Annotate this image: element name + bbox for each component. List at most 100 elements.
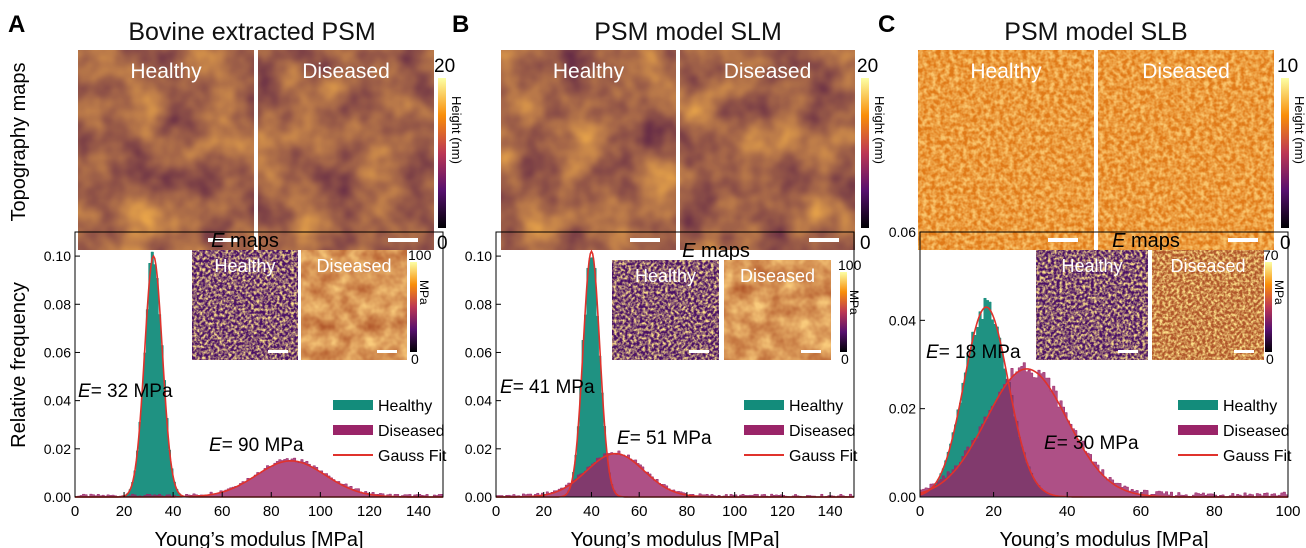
e-map-diseased: Diseased <box>1152 250 1264 360</box>
e-colorbar-unit: MPa <box>417 280 431 305</box>
legend-label: Diseased <box>1223 423 1290 440</box>
e-colorbar-unit: MPa <box>1272 280 1286 305</box>
e-map-healthy: Healthy <box>1036 250 1148 360</box>
x-tick-label: 100 <box>308 503 333 520</box>
e-colorbar-unit: MPa <box>847 290 861 315</box>
e-colorbar-min: 0 <box>841 351 849 367</box>
histogram-bars-diseased <box>495 450 855 498</box>
x-tick-label: 20 <box>985 503 1002 520</box>
x-tick-label: 100 <box>722 503 747 520</box>
x-tick-label: 60 <box>214 503 231 520</box>
inset-title: E maps <box>1112 230 1180 252</box>
x-tick-label: 0 <box>916 503 924 520</box>
map-label: Healthy <box>130 60 202 83</box>
y-axis-label: Relative frequency <box>8 282 30 448</box>
histogram-plot: 0 20 40 60 80 100 0.00 0.02 0.04 0.06 Young’s modu… <box>889 224 1301 548</box>
x-axis-label: Young’s modulus [MPa] <box>154 529 363 548</box>
legend-swatch-diseased <box>744 425 784 435</box>
y-tick-label: 0.06 <box>44 344 71 360</box>
panel-title: Bovine extracted PSM <box>128 18 375 46</box>
map-label: Healthy <box>970 60 1042 83</box>
e-map-label: Healthy <box>635 266 696 286</box>
x-tick-label: 120 <box>357 503 382 520</box>
x-axis-label: Young’s modulus [MPa] <box>999 529 1208 548</box>
x-tick-label: 0 <box>492 503 500 520</box>
e-colorbar: 70 0 MPa <box>1263 247 1286 367</box>
y-tick-label: 0.04 <box>44 393 71 409</box>
e-map-texture <box>724 260 831 360</box>
map-label: Diseased <box>724 60 812 83</box>
topography-map-healthy: Healthy <box>918 50 1094 250</box>
scale-bar <box>1228 238 1258 242</box>
height-colorbar: 20 0 Height (nm) <box>434 56 464 254</box>
panel-letter: A <box>8 11 25 38</box>
e-map-diseased: Diseased <box>301 250 407 360</box>
legend: Healthy Diseased Gauss Fit <box>744 398 858 465</box>
colorbar-min: 0 <box>1280 233 1291 254</box>
colorbar-unit: Height (nm) <box>449 96 464 164</box>
y-tick-label: 0.02 <box>889 401 916 417</box>
annotation-healthy: E= 32 MPa <box>78 381 173 402</box>
scale-bar <box>689 350 709 353</box>
plot-frame <box>495 231 855 498</box>
x-tick-label: 60 <box>1132 503 1149 520</box>
inset-title-suffix: maps <box>1125 230 1179 252</box>
annotation-diseased: E= 30 MPa <box>1044 433 1139 454</box>
scale-bar <box>377 350 397 353</box>
e-map-diseased: Diseased <box>724 260 831 360</box>
y-tick-label: 0.04 <box>465 393 492 409</box>
x-axis-label: Young’s modulus [MPa] <box>570 529 779 548</box>
e-maps-inset: E maps Healthy Diseased 100 0 MPa <box>192 230 432 367</box>
legend-swatch-diseased <box>1178 425 1218 435</box>
annotation-symbol: E <box>617 428 630 449</box>
x-tick-label: 60 <box>631 503 648 520</box>
topography-map-diseased: Diseased <box>680 50 855 250</box>
panel-a: A Bovine extracted PSM Healthy Diseased 20 0 H… <box>8 11 464 548</box>
e-map-label: Diseased <box>1170 256 1245 276</box>
scale-bar <box>1118 350 1138 353</box>
plot-frame <box>74 231 444 498</box>
e-colorbar: 100 0 MPa <box>408 247 432 367</box>
y-tick-label: 0.08 <box>44 296 71 312</box>
annotation-diseased: E= 51 MPa <box>617 428 712 449</box>
e-colorbar-max: 100 <box>408 247 432 263</box>
colorbar-max: 20 <box>857 56 878 77</box>
legend-label: Gauss Fit <box>378 448 447 465</box>
e-map-healthy: Healthy <box>612 260 719 360</box>
map-label: Diseased <box>302 60 390 83</box>
x-tick-label: 80 <box>263 503 280 520</box>
e-map-healthy: Healthy <box>192 250 298 360</box>
scale-bar <box>1234 350 1254 353</box>
map-texture <box>78 50 254 250</box>
scale-bar <box>208 238 238 242</box>
inset-title-suffix: maps <box>695 240 749 262</box>
colorbar-max: 10 <box>1277 56 1298 77</box>
legend: Healthy Diseased Gauss Fit <box>1178 398 1292 465</box>
annotation-diseased: E= 90 MPa <box>209 435 304 456</box>
e-map-label: Healthy <box>214 256 275 276</box>
e-colorbar-min: 0 <box>411 351 419 367</box>
histogram-plot: 0 20 40 60 80 100 120 140 0.00 0.02 0.04 0.06 0.08 0.… <box>465 231 858 548</box>
y-tick-label: 0.10 <box>465 248 492 264</box>
legend-label: Healthy <box>378 398 432 415</box>
panel-b: B PSM model SLM Healthy Diseased 20 0 Height (… <box>452 11 887 548</box>
scale-bar <box>630 238 660 242</box>
x-tick-label: 140 <box>818 503 843 520</box>
e-colorbar-gradient <box>410 262 417 352</box>
x-tick-label: 100 <box>1275 503 1300 520</box>
y-tick-label: 0.00 <box>465 489 492 505</box>
annotation-value: = 32 MPa <box>91 381 173 402</box>
e-colorbar: 100 0 MPa <box>838 257 862 367</box>
legend-label: Healthy <box>1223 398 1277 415</box>
inset-title: E maps <box>211 230 279 252</box>
e-colorbar-gradient <box>1265 262 1272 352</box>
legend-label: Healthy <box>789 398 843 415</box>
scale-bar <box>809 238 839 242</box>
colorbar-unit: Height (nm) <box>872 96 887 164</box>
colorbar-min: 0 <box>860 233 871 254</box>
legend-swatch-healthy <box>333 400 373 410</box>
annotation-value: = 51 MPa <box>630 428 712 449</box>
